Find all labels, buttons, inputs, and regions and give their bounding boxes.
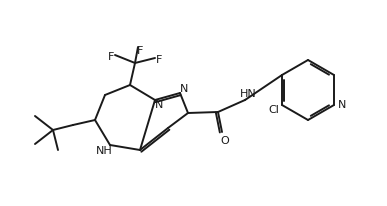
Text: N: N	[155, 100, 163, 110]
Text: F: F	[156, 55, 162, 65]
Text: F: F	[108, 52, 114, 62]
Text: O: O	[221, 136, 229, 146]
Text: N: N	[180, 84, 188, 94]
Text: N: N	[338, 100, 346, 110]
Text: F: F	[137, 46, 143, 56]
Text: Cl: Cl	[269, 105, 279, 115]
Text: NH: NH	[96, 146, 112, 156]
Text: HN: HN	[240, 89, 256, 99]
